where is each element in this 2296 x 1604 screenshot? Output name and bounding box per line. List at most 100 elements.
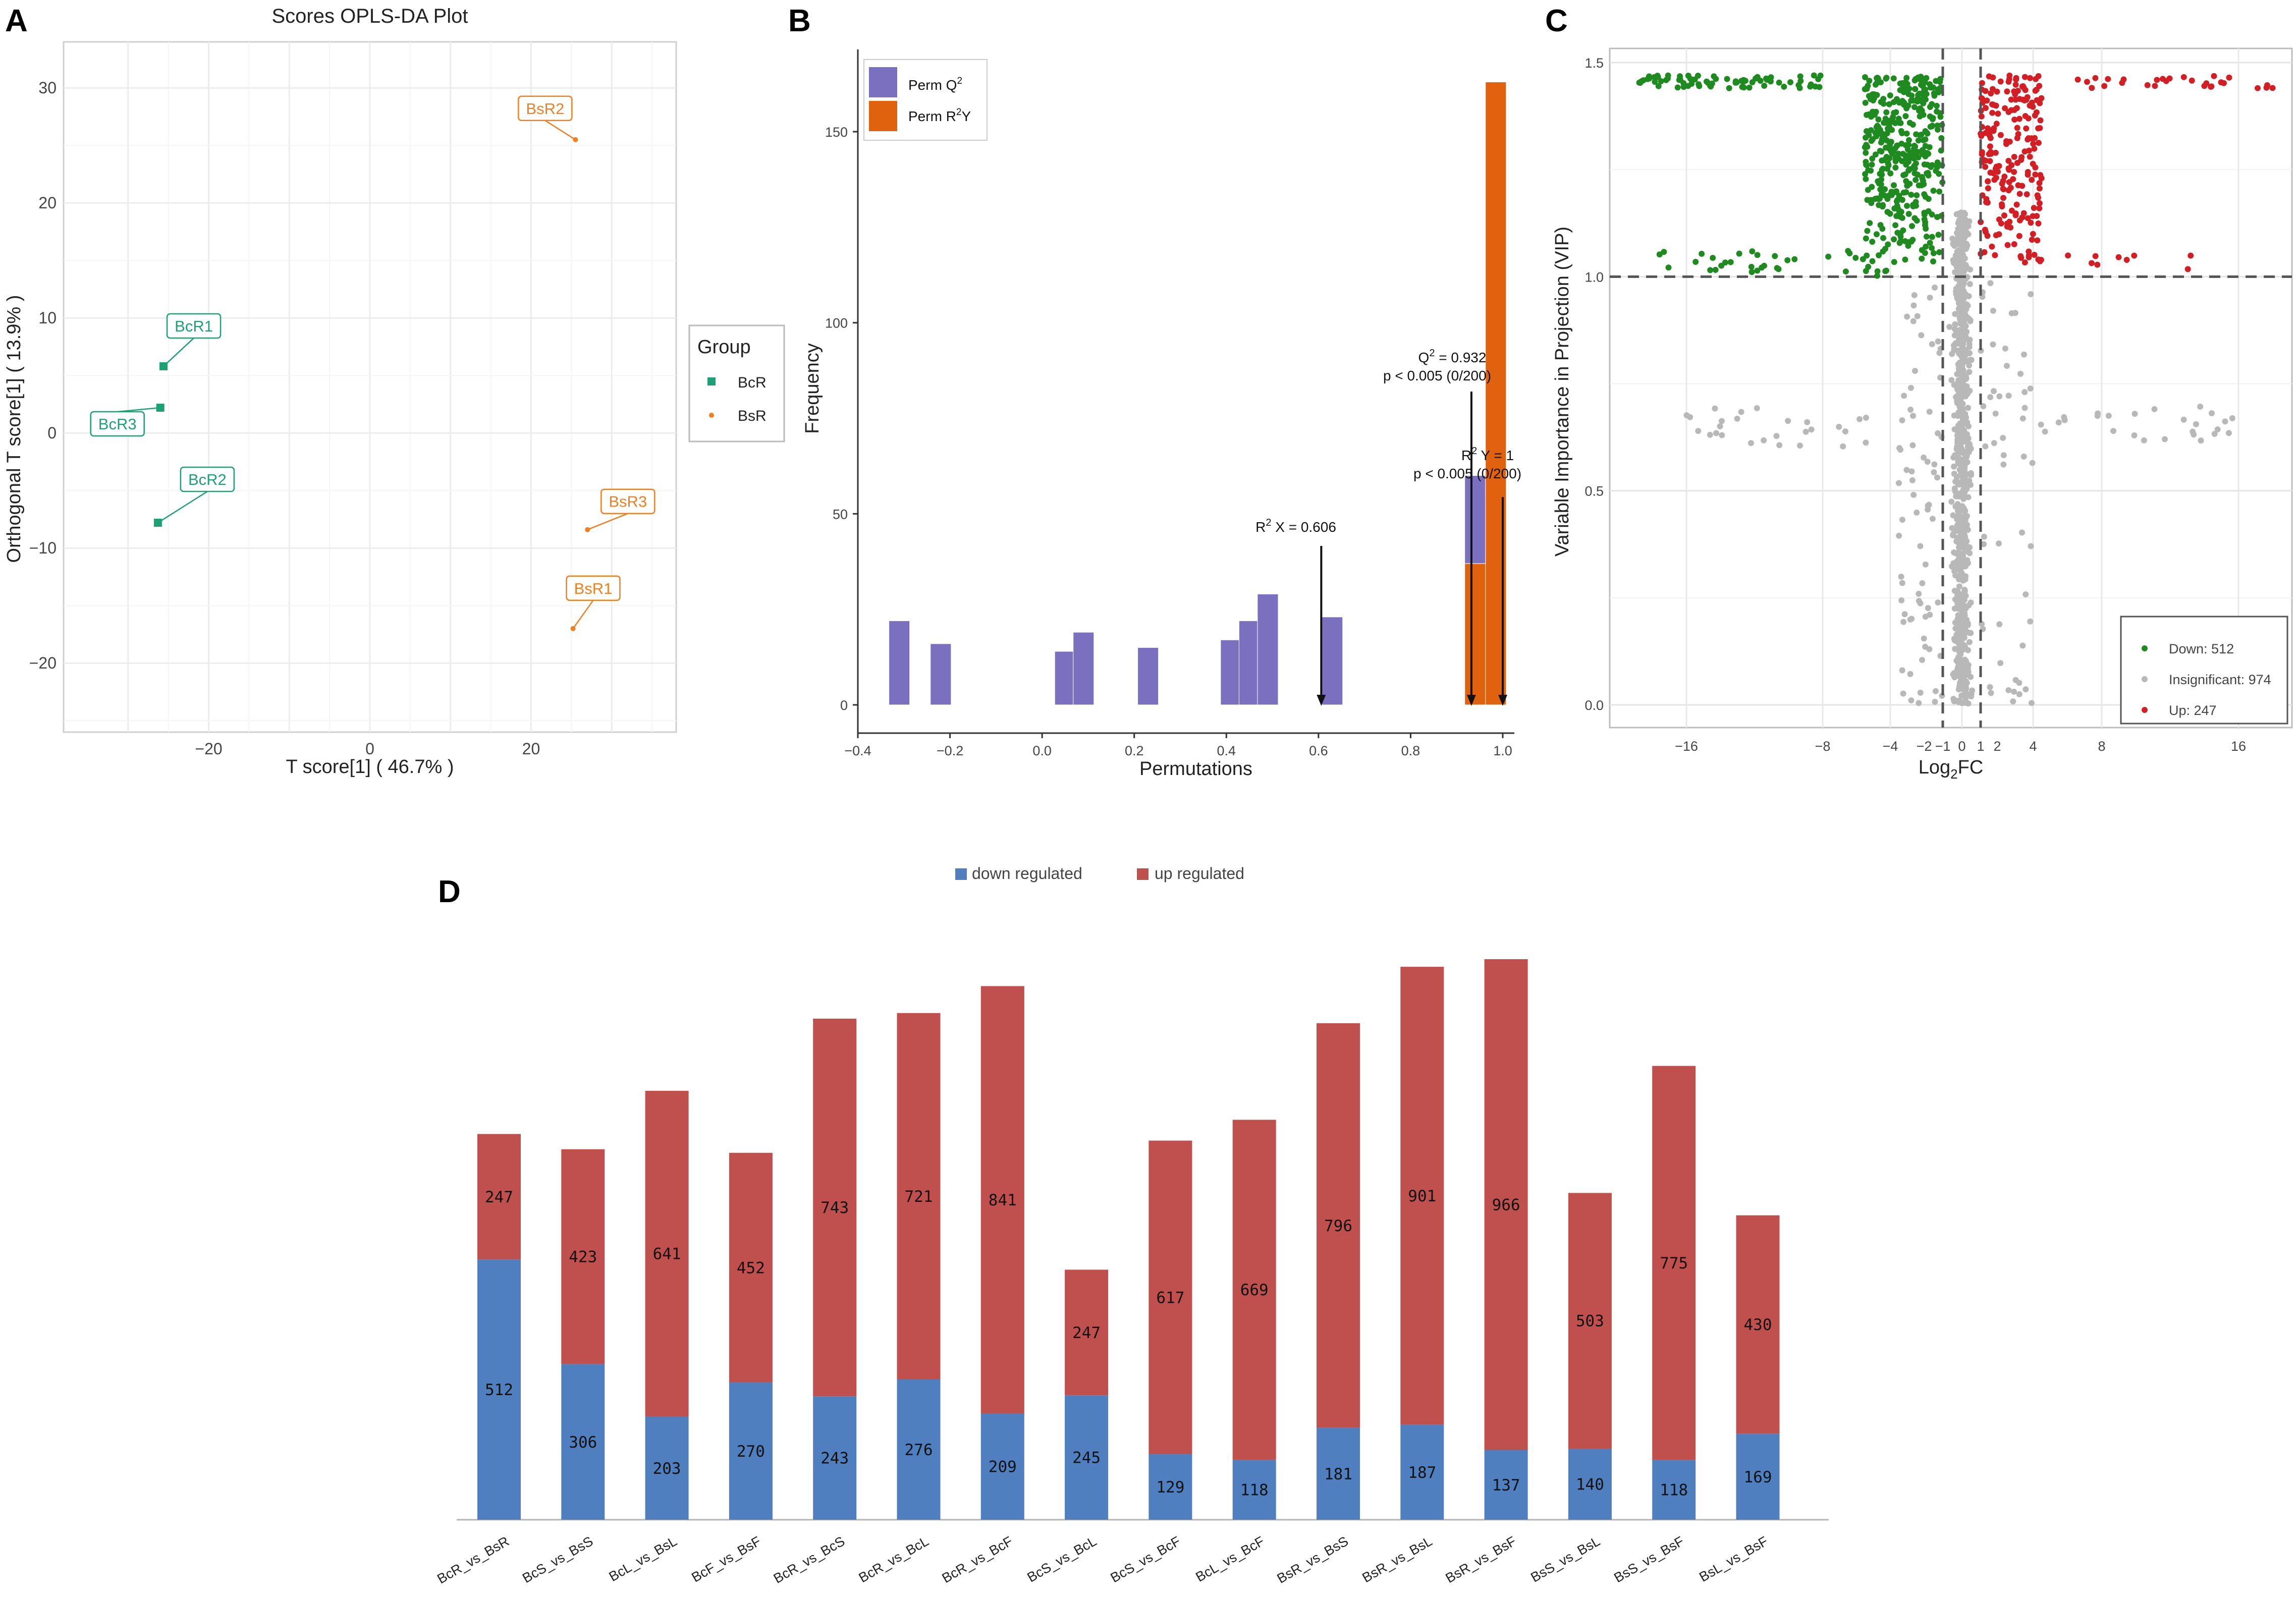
down-point [1909, 237, 1916, 243]
up-point [2021, 74, 2028, 80]
down-point [1897, 80, 1903, 87]
down-value-label: 270 [737, 1443, 765, 1461]
insignificant-point [1916, 590, 1922, 597]
up-point [2254, 85, 2261, 91]
down-point [1722, 259, 1728, 266]
down-regulated-bar [645, 1416, 689, 1520]
legend-swatch-perm-q2 [869, 67, 897, 97]
down-point [1815, 76, 1822, 82]
down-regulated-bar [1484, 1450, 1528, 1520]
down-point [1703, 78, 1710, 85]
insignificant-point [1955, 341, 1961, 347]
insignificant-point [1965, 223, 1972, 230]
insignificant-point [1966, 218, 1973, 225]
down-point [1892, 156, 1899, 162]
up-point [2144, 82, 2151, 88]
up-point [2021, 259, 2028, 266]
down-point [1903, 130, 1910, 137]
down-point [1863, 235, 1869, 242]
up-point [2264, 82, 2271, 88]
panel-d: D down regulated up regulated 512 247 BcR_… [434, 864, 1829, 1587]
insignificant-point [1963, 690, 1970, 696]
category-label: BcS_vs_BsS [520, 1533, 595, 1586]
up-point [1994, 88, 2000, 95]
up-point [2035, 125, 2042, 132]
up-point [2012, 81, 2019, 88]
insignificant-point [1962, 699, 1969, 706]
down-point [1915, 92, 1922, 98]
insignificant-point [1910, 302, 1917, 309]
up-point [2131, 252, 2138, 259]
up-point [2030, 213, 2036, 219]
up-point [2019, 96, 2026, 103]
down-point [1869, 161, 1875, 168]
insignificant-point [1929, 341, 1935, 348]
insignificant-point [1899, 580, 1905, 586]
down-point [1692, 259, 1699, 265]
up-point [1992, 149, 1999, 156]
arrow-q2-head [1466, 695, 1476, 706]
up-point [1996, 163, 2002, 170]
down-point [1878, 139, 1884, 146]
insignificant-point [2000, 461, 2007, 468]
point-label: BsR2 [526, 100, 564, 118]
down-point [1905, 102, 1911, 109]
down-point [1918, 98, 1925, 104]
up-point [2022, 87, 2029, 93]
up-point [1979, 80, 1985, 86]
down-point [1685, 72, 1691, 79]
up-point [1993, 175, 1999, 181]
insignificant-point [1965, 494, 1972, 501]
insignificant-point [1958, 296, 1964, 303]
insignificant-point [1949, 525, 1955, 531]
insignificant-point [1958, 242, 1965, 249]
down-regulated-bar [1736, 1433, 1780, 1520]
score-point-BsR3 [585, 527, 590, 532]
up-point [2006, 167, 2012, 173]
up-point [2036, 185, 2043, 192]
insignificant-point [1952, 321, 1959, 328]
down-point [1922, 136, 1929, 143]
insignificant-point [1955, 460, 1961, 467]
insignificant-point [1953, 288, 1959, 295]
down-point [1936, 86, 1942, 93]
up-point [2092, 253, 2099, 259]
insignificant-point [1956, 643, 1963, 650]
insignificant-point [1954, 432, 1960, 439]
insignificant-point [2003, 363, 2010, 369]
insignificant-point [2094, 413, 2101, 419]
down-point [1754, 267, 1761, 274]
x-tick-label: 1 [1977, 739, 1984, 754]
insignificant-point [1899, 517, 1905, 523]
insignificant-point [2028, 543, 2034, 549]
x-tick-label: 0.4 [1217, 743, 1236, 758]
panel-a: A Scores OPLS-DA Plot −20 0 20 −20 −10 0 10 20 3… [4, 4, 785, 778]
y-tick-label: 0.5 [1584, 484, 1604, 499]
insignificant-point [2211, 430, 2218, 437]
insignificant-point [1910, 318, 1917, 324]
down-point [1876, 252, 1882, 259]
insignificant-point [1903, 467, 1910, 473]
up-value-label: 617 [1156, 1289, 1184, 1307]
down-point [1919, 255, 1925, 262]
up-point [2089, 85, 2095, 91]
y-tick-label: 0 [47, 424, 57, 442]
insignificant-point [2214, 426, 2221, 433]
down-point [1898, 208, 1904, 215]
legend-box-c [2120, 616, 2288, 725]
up-point [2032, 171, 2039, 178]
threshold-lines [1610, 48, 2292, 728]
insignificant-point [2018, 529, 2025, 536]
y-tick-label: 0 [840, 698, 848, 713]
down-point [1886, 101, 1892, 107]
down-point [1896, 120, 1902, 126]
down-point [1936, 188, 1943, 195]
up-point [1999, 203, 2005, 210]
point-label-box [90, 411, 145, 437]
down-point [1882, 186, 1888, 192]
insignificant-point [1896, 445, 1903, 451]
up-point [2019, 214, 2026, 221]
down-point [1904, 81, 1910, 87]
insignificant-point [1960, 663, 1967, 670]
up-point [2029, 99, 2035, 106]
